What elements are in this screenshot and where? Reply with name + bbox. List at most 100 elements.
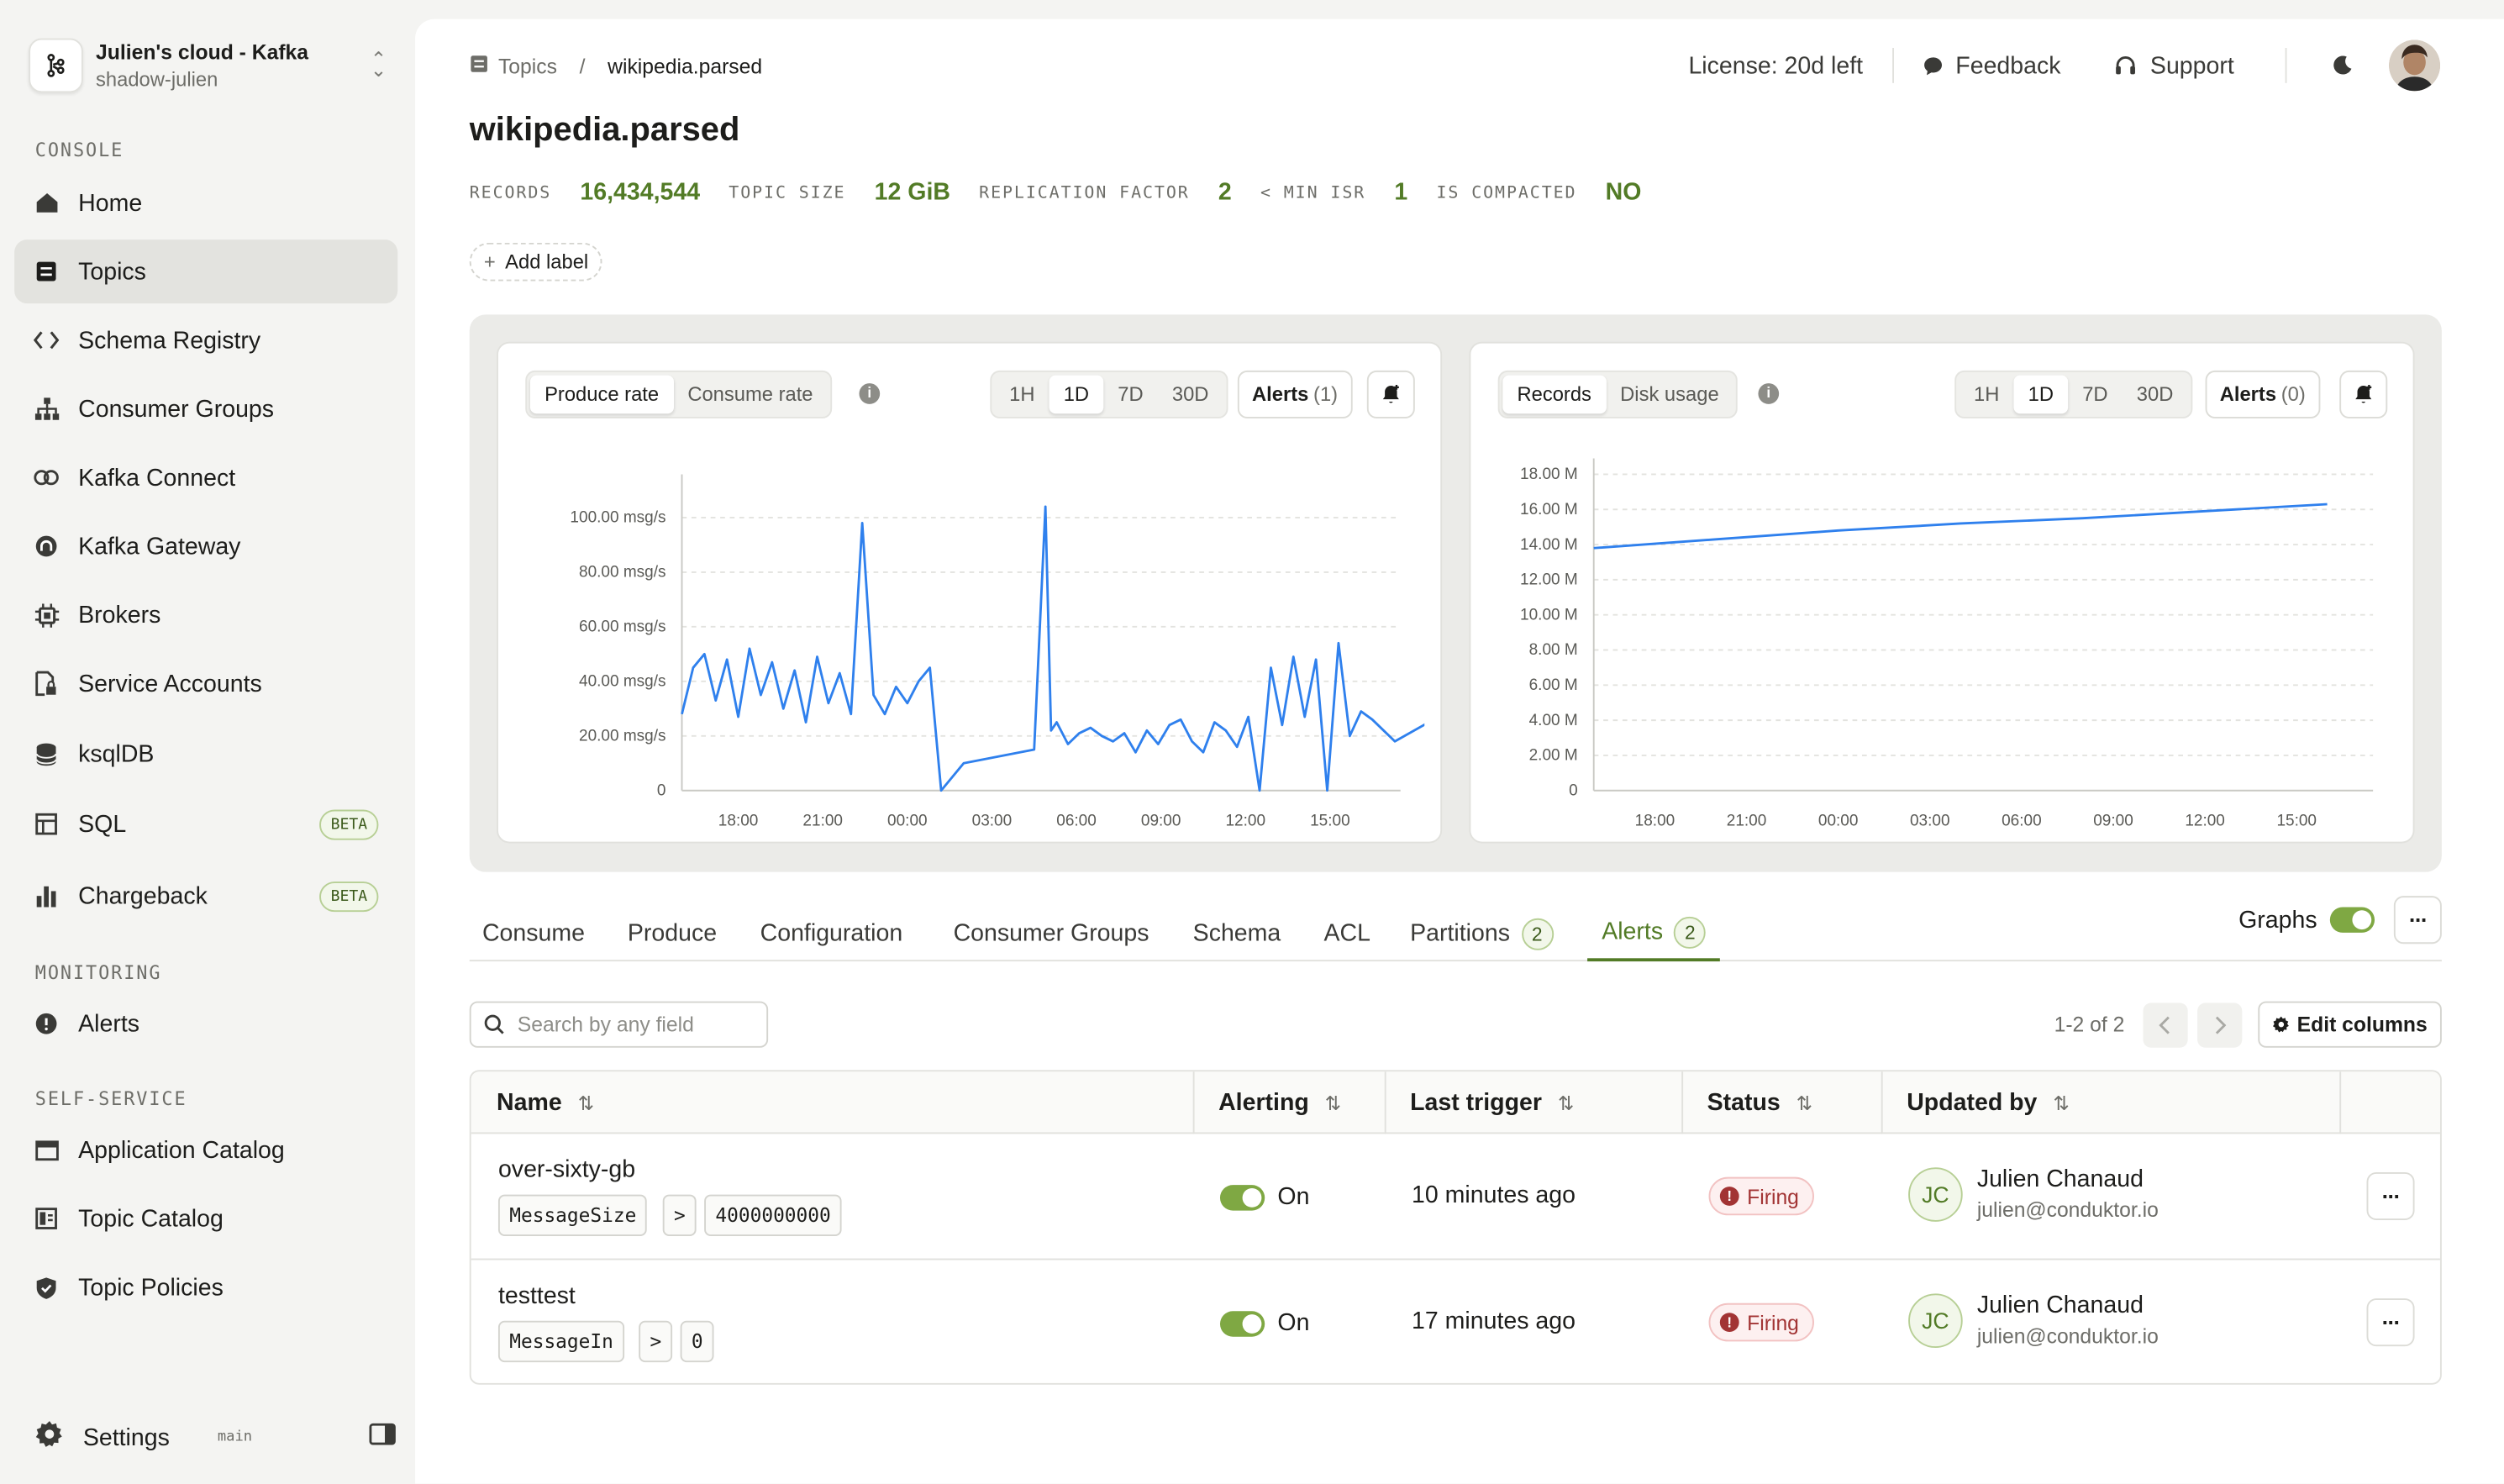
sidebar-toggle-icon[interactable] [369, 1423, 396, 1453]
tab-disk-usage[interactable]: Disk usage [1620, 383, 1719, 406]
sidebar-item-home[interactable]: Home [14, 171, 397, 234]
row-actions-button[interactable]: ··· [2366, 1171, 2415, 1220]
metric-toggle: Produce rate Consume rate [525, 370, 833, 418]
sidebar-item-label: Brokers [78, 601, 161, 629]
status-label: Firing [1747, 1310, 1799, 1334]
sidebar-item-sql[interactable]: SQL BETA [14, 792, 397, 856]
support-button[interactable]: Support [2115, 52, 2234, 79]
stat-value-records: 16,434,544 [580, 178, 701, 207]
column-alerting[interactable]: Alerting ⇅ [1193, 1071, 1341, 1134]
add-alert-button[interactable] [1366, 370, 1415, 418]
table-row[interactable]: testtest MessageIn > 0 On 17 minutes ago… [471, 1260, 2440, 1382]
alert-name[interactable]: testtest [497, 1282, 576, 1310]
series-line [681, 505, 1425, 792]
column-name[interactable]: Name ⇅ [471, 1071, 594, 1134]
tab-consume[interactable]: Consume [482, 906, 585, 962]
alerting-switch[interactable]: On [1219, 1309, 1309, 1337]
user-name: Julien Chanaud [1976, 1166, 2144, 1193]
database-icon [34, 741, 59, 766]
sidebar-item-ksqldb[interactable]: ksqlDB [14, 722, 397, 786]
y-tick-label: 18.00 M [1520, 466, 1578, 483]
column-updated-by[interactable]: Updated by ⇅ [1881, 1071, 2070, 1134]
tab-produce[interactable]: Produce [628, 906, 717, 962]
sidebar-item-consumer-groups[interactable]: Consumer Groups [14, 377, 397, 441]
alerting-toggle[interactable] [1219, 1310, 1265, 1336]
edit-columns-button[interactable]: Edit columns [2259, 1001, 2442, 1048]
column-last-trigger[interactable]: Last trigger ⇅ [1385, 1071, 1574, 1134]
alert-icon: ! [1719, 1313, 1739, 1333]
feedback-button[interactable]: Feedback [1922, 52, 2061, 79]
sidebar-item-alerts[interactable]: Alerts [14, 992, 397, 1055]
info-icon[interactable]: i [1758, 383, 1780, 404]
add-label-button[interactable]: + Add label [469, 242, 603, 282]
sort-icon[interactable]: ⇅ [1796, 1091, 1812, 1114]
sidebar-item-kafka-connect[interactable]: Kafka Connect [14, 445, 397, 509]
user-avatar[interactable] [2389, 39, 2440, 92]
sidebar-item-service-accounts[interactable]: Service Accounts [14, 651, 397, 715]
sidebar-item-chargeback[interactable]: Chargeback BETA [14, 864, 397, 928]
sort-icon[interactable]: ⇅ [2053, 1091, 2070, 1114]
info-icon[interactable]: i [859, 383, 881, 404]
sidebar-item-topic-policies[interactable]: Topic Policies [14, 1255, 397, 1319]
section-self-service: SELF-SERVICE [34, 1087, 187, 1110]
row-actions-button[interactable]: ··· [2366, 1298, 2415, 1347]
table-row[interactable]: over-sixty-gb MessageSize > 4000000000 O… [471, 1134, 2440, 1260]
y-tick-label: 60.00 msg/s [579, 618, 666, 636]
license-status[interactable]: License: 20d left [1688, 51, 1864, 80]
alerts-button[interactable]: Alerts (0) [2205, 370, 2320, 418]
divider [1891, 48, 1894, 83]
bell-plus-icon [2355, 385, 2372, 403]
sort-icon[interactable]: ⇅ [577, 1091, 594, 1114]
settings-item[interactable]: Settings main [35, 1418, 402, 1457]
tab-consumer-groups[interactable]: Consumer Groups [954, 906, 1149, 962]
header-label: Alerting [1218, 1089, 1309, 1117]
sidebar-item-topic-catalog[interactable]: Topic Catalog [14, 1187, 397, 1250]
sort-icon[interactable]: ⇅ [1557, 1091, 1575, 1114]
tab-alerts[interactable]: Alerts 2 [1587, 906, 1721, 962]
tab-records[interactable]: Records [1502, 375, 1607, 414]
range-7d[interactable]: 7D [2082, 383, 2108, 406]
moon-icon[interactable] [2332, 55, 2354, 77]
search-placeholder: Search by any field [517, 1012, 694, 1037]
range-7d[interactable]: 7D [1118, 383, 1144, 406]
tab-configuration[interactable]: Configuration [760, 906, 903, 962]
tab-schema[interactable]: Schema [1193, 906, 1281, 962]
more-options-button[interactable]: ··· [2393, 896, 2442, 945]
org-switcher[interactable]: Julien's cloud - Kafka shadow-julien ⌃ ⌄ [29, 29, 390, 102]
alert-name[interactable]: over-sixty-gb [497, 1155, 636, 1184]
column-divider [1681, 1071, 1684, 1134]
count-badge: 2 [1674, 915, 1707, 948]
sidebar-item-schema-registry[interactable]: Schema Registry [14, 308, 397, 372]
range-1d[interactable]: 1D [2013, 375, 2069, 414]
sidebar-item-kafka-gateway[interactable]: Kafka Gateway [14, 514, 397, 578]
sidebar-item-topics[interactable]: Topics [14, 239, 398, 304]
tab-acl[interactable]: ACL [1324, 906, 1370, 962]
next-page-button[interactable] [2197, 1002, 2244, 1047]
tab-produce-rate[interactable]: Produce rate [529, 375, 674, 414]
updated-by: JC Julien Chanaud julien@conduktor.io [1908, 1166, 2159, 1222]
sidebar-item-brokers[interactable]: Brokers [14, 583, 397, 647]
sidebar-item-application-catalog[interactable]: Application Catalog [14, 1118, 397, 1181]
alerting-toggle[interactable] [1219, 1184, 1265, 1210]
alerts-label: Alerts [2219, 383, 2277, 406]
alerting-switch[interactable]: On [1219, 1183, 1309, 1211]
range-1h[interactable]: 1H [1974, 383, 2000, 406]
range-1d[interactable]: 1D [1049, 375, 1104, 414]
range-1h[interactable]: 1H [1009, 383, 1035, 406]
headset-icon [2117, 56, 2136, 75]
range-30d[interactable]: 30D [1171, 383, 1209, 406]
tab-consume-rate[interactable]: Consume rate [687, 383, 813, 406]
graphs-toggle[interactable] [2329, 907, 2375, 933]
y-tick-label: 10.00 M [1520, 606, 1578, 624]
alerts-button[interactable]: Alerts (1) [1237, 370, 1353, 418]
sort-icon[interactable]: ⇅ [1324, 1091, 1341, 1114]
header-label: Name [497, 1089, 562, 1117]
range-30d[interactable]: 30D [2136, 383, 2174, 406]
prev-page-button[interactable] [2144, 1002, 2189, 1047]
search-input[interactable]: Search by any field [469, 1001, 769, 1048]
breadcrumb-topics-link[interactable]: Topics [497, 53, 558, 78]
tab-partitions[interactable]: Partitions 2 [1410, 906, 1554, 962]
stat-label-topic-size: TOPIC SIZE [729, 182, 846, 203]
add-alert-button[interactable] [2339, 370, 2388, 418]
column-status[interactable]: Status ⇅ [1681, 1071, 1812, 1134]
